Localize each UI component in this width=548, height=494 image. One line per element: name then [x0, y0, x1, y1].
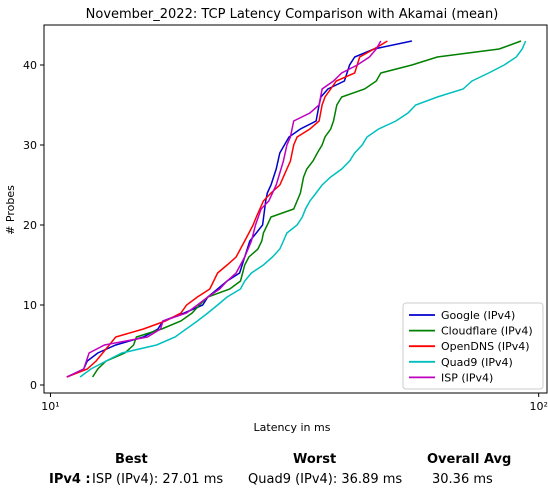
legend-entry-label: Quad9 (IPv4) [441, 356, 513, 369]
y-tick-label: 0 [30, 379, 37, 392]
x-tick-label: 10¹ [41, 400, 59, 413]
summary-worst-header: Worst [293, 452, 337, 467]
legend-entry-label: OpenDNS (IPv4) [441, 340, 530, 353]
y-axis-label: # Probes [4, 185, 17, 235]
x-axis-label: Latency in ms [254, 421, 331, 434]
legend-box [402, 302, 544, 390]
summary-worst-value: Quad9 (IPv4): 36.89 ms [248, 472, 403, 487]
y-tick-label: 10 [23, 299, 37, 312]
legend: Google (IPv4) Cloudflare (IPv4) OpenDNS (I… [402, 302, 544, 390]
summary-best-header: Best [115, 452, 148, 467]
legend-entry-label: ISP (IPv4) [441, 371, 493, 384]
series-line-5 [66, 40, 382, 378]
y-tick-label: 30 [23, 139, 37, 152]
x-tick-label: 10² [529, 400, 547, 413]
plot-frame [43, 24, 548, 394]
y-tick-label: 20 [23, 219, 37, 232]
series-layer [66, 40, 527, 378]
chart-title: November_2022: TCP Latency Comparison wi… [86, 7, 499, 22]
latency-chart: November_2022: TCP Latency Comparison wi… [4, 7, 548, 434]
legend-entry-label: Cloudflare (IPv4) [441, 325, 533, 338]
summary-best-value: ISP (IPv4): 27.01 ms [92, 472, 224, 487]
summary-row-label: IPv4 : [49, 472, 91, 487]
summary-overall-value: 30.36 ms [432, 472, 493, 487]
legend-entry-label: Google (IPv4) [441, 309, 515, 322]
series-line-4 [79, 40, 527, 378]
axes-layer: 0 10 20 30 40 10¹ 10² [23, 59, 548, 413]
y-tick-label: 40 [23, 59, 37, 72]
series-line-2 [91, 40, 522, 378]
series-line-1 [66, 40, 413, 378]
series-line-3 [66, 40, 388, 378]
summary-overall-header: Overall Avg [427, 452, 512, 467]
